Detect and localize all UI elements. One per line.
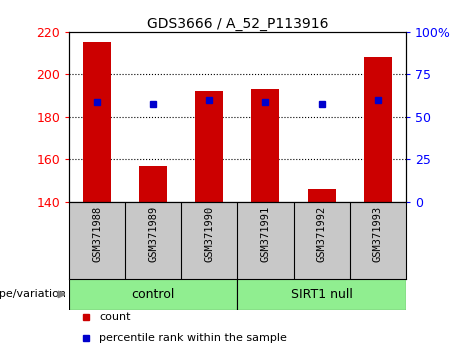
Bar xyxy=(307,189,336,202)
Text: GSM371991: GSM371991 xyxy=(260,206,271,262)
Bar xyxy=(69,279,237,310)
Text: GSM371993: GSM371993 xyxy=(372,206,383,262)
Text: GSM371992: GSM371992 xyxy=(317,206,326,262)
Bar xyxy=(237,279,406,310)
Bar xyxy=(364,57,392,202)
Text: percentile rank within the sample: percentile rank within the sample xyxy=(100,333,287,343)
Text: GSM371990: GSM371990 xyxy=(204,206,214,262)
Text: GSM371989: GSM371989 xyxy=(148,206,158,262)
Text: SIRT1 null: SIRT1 null xyxy=(290,288,353,301)
Bar xyxy=(83,42,111,202)
Text: genotype/variation: genotype/variation xyxy=(0,290,66,299)
Title: GDS3666 / A_52_P113916: GDS3666 / A_52_P113916 xyxy=(147,17,328,31)
Bar xyxy=(139,166,167,202)
Text: count: count xyxy=(100,312,131,322)
Bar xyxy=(195,91,224,202)
Text: control: control xyxy=(131,288,175,301)
Bar xyxy=(251,89,279,202)
Text: GSM371988: GSM371988 xyxy=(92,206,102,262)
